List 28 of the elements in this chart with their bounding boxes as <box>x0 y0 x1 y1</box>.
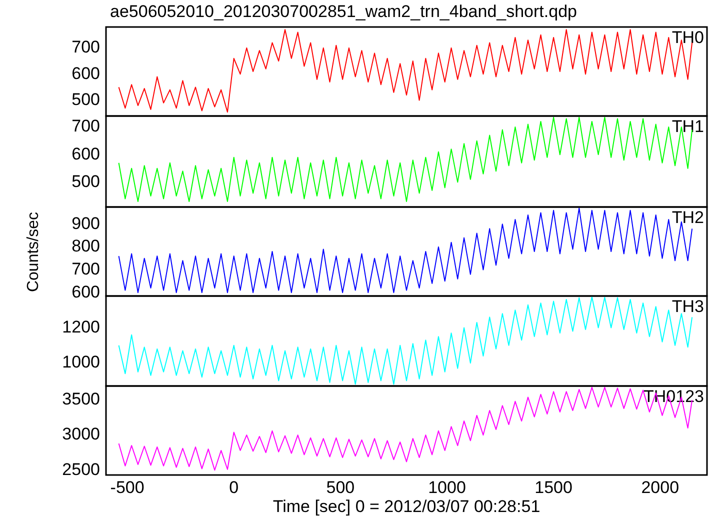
y-axis-title: Counts/sec <box>25 211 43 292</box>
x-tick-label: 2000 <box>641 478 680 497</box>
x-tick-label: 1000 <box>428 478 466 497</box>
chart-title: ae506052010_20120307002851_wam2_trn_4band_short.qdp <box>110 2 577 22</box>
y-tick-label: 700 <box>72 116 100 136</box>
x-tick-label: 500 <box>326 478 355 497</box>
y-tick-label: 3500 <box>62 390 100 409</box>
series-label: TH0 <box>672 28 704 48</box>
y-tick-label: 600 <box>72 144 100 164</box>
y-tick-label: 3000 <box>62 424 100 444</box>
y-tick-label: 800 <box>72 236 100 256</box>
x-tick-label: -500 <box>110 478 144 497</box>
x-tick-label: 0 <box>229 478 239 497</box>
series-label: TH1 <box>672 117 704 136</box>
y-tick-label: 700 <box>72 259 100 278</box>
y-tick-label: 700 <box>72 38 100 57</box>
x-tick-label: 1500 <box>534 478 572 497</box>
y-tick-label: 600 <box>72 282 100 302</box>
series-label: TH3 <box>672 297 704 316</box>
y-tick-label: 2500 <box>62 460 100 479</box>
y-tick-label: 900 <box>72 214 100 233</box>
x-axis-title: Time [sec] 0 = 2012/03/07 00:28:51 <box>272 497 540 516</box>
y-tick-label: 1200 <box>62 317 100 336</box>
y-tick-label: 600 <box>72 64 100 83</box>
y-tick-label: 1000 <box>62 352 100 372</box>
y-tick-label: 500 <box>72 90 100 109</box>
series-label: TH2 <box>672 208 704 228</box>
y-tick-label: 500 <box>72 172 100 191</box>
